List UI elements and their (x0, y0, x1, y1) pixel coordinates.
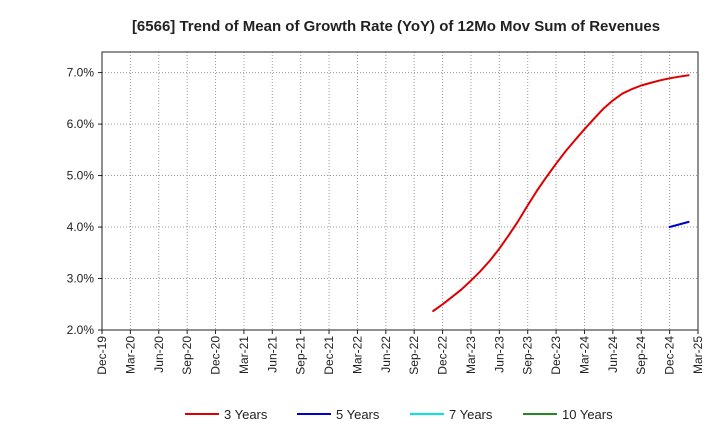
x-tick-label: Mar-22 (350, 336, 364, 374)
x-tick-label: Mar-23 (464, 336, 478, 374)
y-tick-label: 4.0% (67, 220, 95, 234)
x-tick-label: Sep-21 (294, 336, 308, 375)
x-tick-label: Jun-22 (379, 336, 393, 373)
x-tick-label: Jun-24 (606, 336, 620, 373)
y-tick-label: 5.0% (67, 169, 95, 183)
x-tick-label: Mar-24 (577, 336, 591, 374)
x-tick-label: Sep-23 (521, 336, 535, 375)
x-tick-label: Sep-22 (407, 336, 421, 375)
x-tick-label: Dec-24 (663, 336, 677, 375)
legend-label-5-years: 5 Years (336, 407, 380, 422)
x-tick-label: Dec-19 (95, 336, 109, 375)
x-tick-label: Jun-20 (152, 336, 166, 373)
x-tick-label: Dec-21 (322, 336, 336, 375)
y-tick-label: 7.0% (67, 66, 95, 80)
plot-frame (101, 51, 699, 331)
x-tick-label: Jun-21 (265, 336, 279, 373)
series-line-5-years (668, 220, 690, 228)
x-tick-label: Mar-25 (691, 336, 705, 374)
legend-label-7-years: 7 Years (449, 407, 493, 422)
x-tick-label: Sep-24 (634, 336, 648, 375)
legend-label-10-years: 10 Years (562, 407, 613, 422)
grid (101, 52, 699, 331)
legend-label-3-years: 3 Years (224, 407, 268, 422)
series-line-3-years (432, 74, 690, 312)
x-tick-label: Dec-22 (436, 336, 450, 375)
y-tick-label: 6.0% (67, 117, 95, 131)
x-tick-label: Mar-21 (237, 336, 251, 374)
x-tick-label: Jun-23 (492, 336, 506, 373)
x-tick-label: Mar-20 (123, 336, 137, 374)
x-axis: Dec-19 Mar-20 Jun-20 Sep-20 Dec-20 Mar-21 Jun-… (95, 330, 705, 375)
chart-title: [6566] Trend of Mean of Growth Rate (YoY… (132, 18, 660, 35)
y-tick-label: 2.0% (67, 323, 95, 337)
y-tick-label: 3.0% (67, 272, 95, 286)
y-axis: 2.0% 3.0% 4.0% 5.0% 6.0% 7.0% (67, 66, 102, 337)
x-tick-label: Dec-23 (549, 336, 563, 375)
legend: 3 Years 5 Years 7 Years 10 Years (185, 407, 613, 422)
x-tick-label: Dec-20 (209, 336, 223, 375)
series-group (432, 74, 690, 312)
x-tick-label: Sep-20 (180, 336, 194, 375)
